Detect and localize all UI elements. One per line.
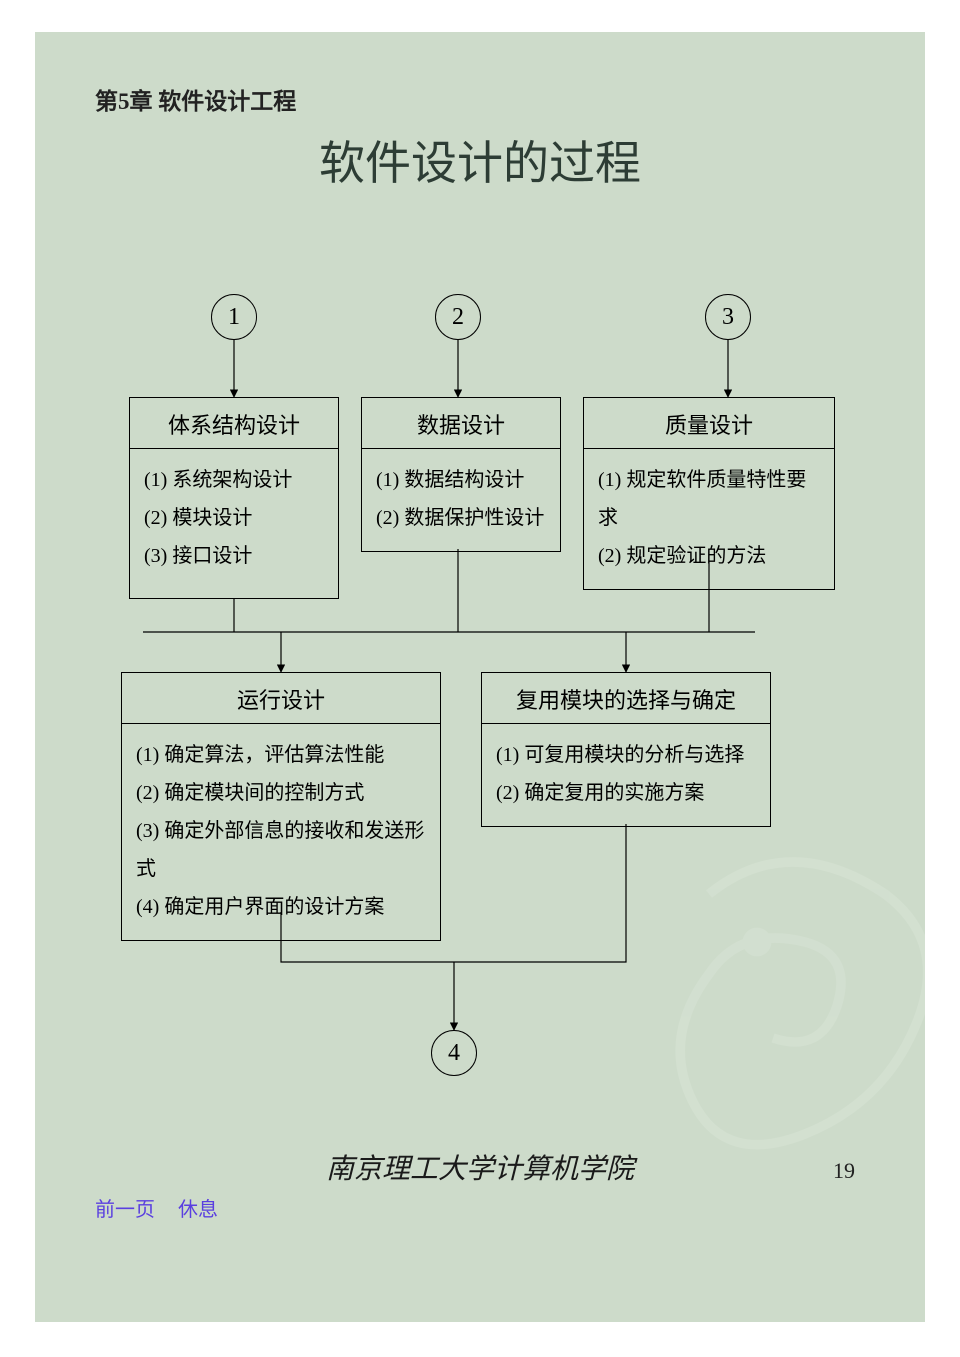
nav-rest-link[interactable]: 休息 — [178, 1199, 218, 1221]
flow-box-b4: 运行设计(1) 确定算法，评估算法性能 (2) 确定模块间的控制方式 (3) 确… — [121, 672, 441, 941]
flow-box-body: (1) 系统架构设计 (2) 模块设计 (3) 接口设计 — [130, 449, 338, 589]
flow-connector-c1: 1 — [211, 294, 257, 340]
flow-box-b2: 数据设计(1) 数据结构设计 (2) 数据保护性设计 — [361, 397, 561, 552]
flow-box-title: 数据设计 — [362, 398, 560, 449]
flow-box-b3: 质量设计(1) 规定软件质量特性要求 (2) 规定验证的方法 — [583, 397, 835, 590]
flow-box-title: 体系结构设计 — [130, 398, 338, 449]
page-number: 19 — [833, 1158, 855, 1184]
nav-prev-link[interactable]: 前一页 — [95, 1199, 155, 1221]
flow-box-body: (1) 数据结构设计 (2) 数据保护性设计 — [362, 449, 560, 551]
footer-institution: 南京理工大学计算机学院 — [35, 1147, 925, 1187]
flow-box-body: (1) 规定软件质量特性要求 (2) 规定验证的方法 — [584, 449, 834, 589]
flow-connector-c2: 2 — [435, 294, 481, 340]
flow-box-title: 质量设计 — [584, 398, 834, 449]
flow-box-body: (1) 可复用模块的分析与选择 (2) 确定复用的实施方案 — [482, 724, 770, 826]
flow-connector-c4: 4 — [431, 1030, 477, 1076]
flow-box-b1: 体系结构设计(1) 系统架构设计 (2) 模块设计 (3) 接口设计 — [129, 397, 339, 599]
flow-connector-c3: 3 — [705, 294, 751, 340]
flow-box-body: (1) 确定算法，评估算法性能 (2) 确定模块间的控制方式 (3) 确定外部信… — [122, 724, 440, 940]
slide: 第5章 软件设计工程 软件设计的过程 123体系结构设计(1) 系统架构设计 (… — [35, 32, 925, 1322]
flowchart: 1 2 3 体系结构设计(1) 系统架构设计 (2) 模块设计 (3) 接口设计数据设… — [35, 32, 925, 1322]
flow-box-b5: 复用模块的选择与确定(1) 可复用模块的分析与选择 (2) 确定复用的实施方案 — [481, 672, 771, 827]
footer-nav: 前一页 休息 — [95, 1193, 236, 1222]
flow-box-title: 复用模块的选择与确定 — [482, 673, 770, 724]
flow-box-title: 运行设计 — [122, 673, 440, 724]
